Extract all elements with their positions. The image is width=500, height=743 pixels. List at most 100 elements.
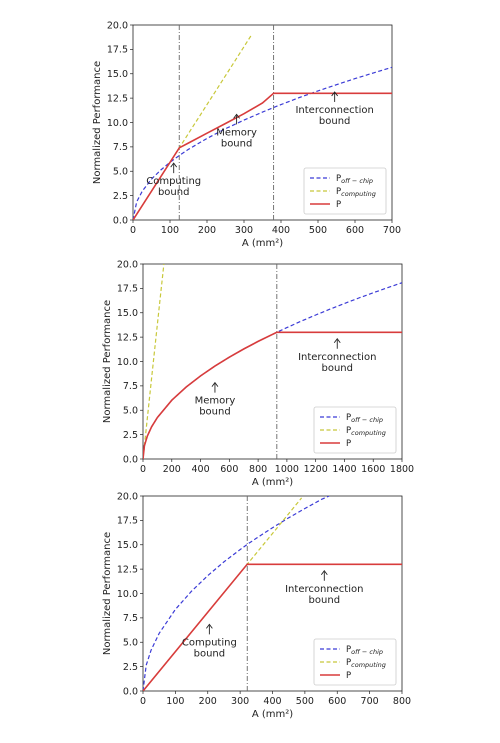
x-tick-label: 500 bbox=[309, 225, 327, 236]
legend-label: P bbox=[346, 439, 351, 449]
series-p-computing bbox=[143, 497, 303, 691]
y-tick-label: 17.5 bbox=[107, 45, 128, 56]
y-tick-label: 0.0 bbox=[113, 215, 128, 226]
annotation-arrowhead bbox=[170, 162, 178, 168]
x-tick-label: 600 bbox=[220, 464, 238, 475]
annotation-text: Memory bbox=[216, 127, 257, 138]
legend-label: P bbox=[336, 200, 341, 210]
annotation-text: bound bbox=[309, 595, 341, 606]
x-tick-label: 200 bbox=[199, 696, 217, 707]
x-tick-label: 1400 bbox=[332, 464, 356, 475]
y-tick-label: 5.0 bbox=[113, 167, 128, 178]
x-tick-label: 0 bbox=[130, 225, 136, 236]
chart-panel-3: 0 100 200 300 400 500 600 700 800 0.0 2.5 5.0 7.5 10.… bbox=[102, 491, 411, 720]
y-tick-label: 12.5 bbox=[107, 93, 128, 104]
y-tick-label: 2.5 bbox=[123, 662, 138, 673]
y-tick-label: 10.0 bbox=[107, 118, 128, 129]
legend-label: Poff − chip bbox=[346, 645, 383, 656]
legend-box bbox=[313, 406, 397, 454]
x-tick-label: 800 bbox=[393, 696, 411, 707]
annotation-text: Computing bbox=[182, 637, 237, 648]
x-tick-label: 0 bbox=[140, 464, 146, 475]
x-tick-label: 700 bbox=[361, 696, 379, 707]
legend-label: Poff − chip bbox=[346, 413, 383, 424]
legend-label: Pcomputing bbox=[346, 426, 386, 437]
y-tick-label: 15.0 bbox=[107, 69, 128, 80]
x-tick-label: 100 bbox=[166, 696, 184, 707]
chart-panel-1: 0 100 200 300 400 500 600 700 0.0 2.5 5.0 7.5 10.0 12… bbox=[92, 20, 401, 249]
x-tick-label: 1600 bbox=[361, 464, 385, 475]
annotation-text: bound bbox=[221, 138, 253, 149]
legend-box bbox=[303, 167, 387, 215]
y-tick-label: 5.0 bbox=[123, 406, 138, 417]
x-tick-label: 500 bbox=[296, 696, 314, 707]
y-tick-label: 12.5 bbox=[117, 332, 138, 343]
legend: Poff − chip Pcomputing P bbox=[303, 167, 387, 215]
annotation-arrowhead bbox=[333, 338, 341, 344]
y-tick-label: 17.5 bbox=[117, 284, 138, 295]
y-tick-label: 0.0 bbox=[123, 454, 138, 465]
annotation-text: Computing bbox=[146, 176, 201, 187]
annotation-text: bound bbox=[322, 363, 354, 374]
y-tick-label: 2.5 bbox=[123, 430, 138, 441]
annotation-text: Memory bbox=[195, 396, 236, 407]
y-tick-label: 15.0 bbox=[117, 540, 138, 551]
x-tick-label: 400 bbox=[191, 464, 209, 475]
x-tick-label: 300 bbox=[231, 696, 249, 707]
series-p-off-chip bbox=[133, 66, 392, 220]
y-tick-label: 7.5 bbox=[123, 613, 138, 624]
chart-panel-2: 0 200 400 600 800 1000 1200 1400 1600 1800 0.0 2.5 5… bbox=[102, 259, 414, 488]
annotation-text: Interconnection bbox=[285, 584, 363, 595]
y-axis-label: Normalized Performance bbox=[92, 61, 103, 184]
annotation-text: Interconnection bbox=[295, 105, 373, 116]
x-tick-label: 200 bbox=[163, 464, 181, 475]
annotation-text: Interconnection bbox=[298, 352, 376, 363]
series-p bbox=[143, 331, 402, 459]
x-tick-label: 600 bbox=[328, 696, 346, 707]
legend-label: Pcomputing bbox=[346, 658, 386, 669]
x-tick-label: 1000 bbox=[275, 464, 299, 475]
legend-box bbox=[313, 638, 397, 686]
legend: Poff − chip Pcomputing P bbox=[313, 406, 397, 454]
y-tick-label: 15.0 bbox=[117, 308, 138, 319]
annotation-text: bound bbox=[199, 407, 231, 418]
x-tick-label: 300 bbox=[235, 225, 253, 236]
legend-label: P bbox=[346, 671, 351, 681]
x-tick-label: 600 bbox=[346, 225, 364, 236]
legend-label: Poff − chip bbox=[336, 174, 373, 185]
x-tick-label: 0 bbox=[140, 696, 146, 707]
annotation-text: bound bbox=[194, 648, 226, 659]
y-tick-label: 10.0 bbox=[117, 589, 138, 600]
y-axis-label: Normalized Performance bbox=[102, 532, 113, 655]
x-tick-label: 100 bbox=[161, 225, 179, 236]
annotation-arrowhead bbox=[206, 623, 213, 629]
x-tick-label: 800 bbox=[249, 464, 267, 475]
x-axis-label: A (mm²) bbox=[252, 709, 293, 720]
x-tick-label: 700 bbox=[383, 225, 401, 236]
annotation-text: bound bbox=[319, 116, 351, 127]
y-tick-label: 7.5 bbox=[113, 142, 128, 153]
y-tick-label: 2.5 bbox=[113, 191, 128, 202]
y-tick-label: 17.5 bbox=[117, 516, 138, 527]
x-tick-label: 1200 bbox=[304, 464, 328, 475]
y-axis-label: Normalized Performance bbox=[102, 300, 113, 423]
x-axis-label: A (mm²) bbox=[242, 238, 283, 249]
series-p-computing bbox=[143, 264, 165, 459]
annotation-arrowhead bbox=[211, 381, 219, 387]
x-tick-label: 200 bbox=[198, 225, 216, 236]
annotation-arrowhead bbox=[331, 91, 339, 97]
y-tick-label: 20.0 bbox=[117, 259, 138, 270]
y-tick-label: 0.0 bbox=[123, 686, 138, 697]
y-tick-label: 20.0 bbox=[107, 20, 128, 31]
series-p bbox=[133, 92, 392, 220]
x-tick-label: 400 bbox=[272, 225, 290, 236]
x-axis-label: A (mm²) bbox=[252, 477, 293, 488]
y-tick-label: 5.0 bbox=[123, 638, 138, 649]
